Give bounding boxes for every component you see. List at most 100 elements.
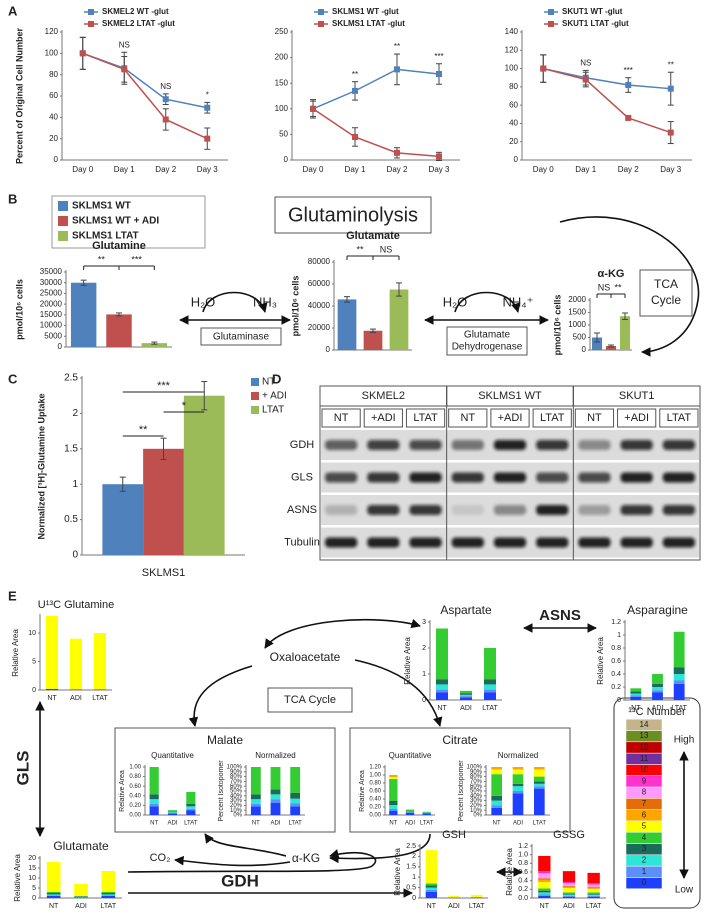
- bar-segment: [562, 895, 576, 897]
- bar-segment: [389, 805, 398, 809]
- bar-segment: [436, 628, 448, 680]
- bar-segment: [491, 795, 502, 801]
- panel-label: E: [8, 588, 17, 603]
- pathway-arrow: [174, 855, 291, 867]
- x-tick-label: Day 2: [155, 165, 176, 174]
- bar-segment: [270, 789, 281, 795]
- y-tick-label: 0.20: [369, 805, 381, 811]
- x-tick-label: Day 0: [533, 165, 554, 174]
- y-axis-label: Relative Area: [505, 848, 514, 896]
- y-tick-label: 0.2: [518, 886, 528, 893]
- blot-band: [620, 537, 653, 548]
- x-tick-label: LTAT: [288, 821, 302, 827]
- pathway-arrow: [127, 849, 377, 873]
- bar-segment: [460, 693, 472, 695]
- blot-band: [409, 440, 442, 450]
- x-tick-label: Day 3: [429, 165, 450, 174]
- y-tick-label: 40%: [230, 793, 243, 799]
- bar-segment: [673, 667, 685, 674]
- significance: NS: [119, 40, 130, 49]
- y-tick-label: 40: [49, 112, 58, 121]
- header-cell: [574, 408, 615, 428]
- legend-swatch: [251, 392, 259, 400]
- legend-label: 14: [640, 720, 649, 729]
- enzyme: Glutamate: [464, 330, 511, 341]
- bar-segment: [534, 781, 545, 784]
- y-tick-label: 15: [28, 865, 36, 872]
- bar-segment: [491, 807, 502, 815]
- bar-segment: [471, 894, 483, 898]
- x-tick-label: LTAT: [92, 695, 108, 702]
- chart-title: Glutamate: [53, 839, 109, 853]
- marker: [162, 116, 169, 123]
- blot-band: [367, 440, 400, 450]
- bar-segment: [587, 886, 600, 888]
- condition: NT: [587, 412, 602, 424]
- x-tick-label: LTAT: [184, 821, 198, 827]
- y-tick-label: 10000: [40, 321, 63, 330]
- x-tick-label: NT: [389, 821, 397, 827]
- y-tick-label: 0.5: [406, 884, 416, 891]
- bar-segment: [491, 800, 502, 806]
- panel-label: A: [8, 3, 18, 18]
- significance: NS: [580, 59, 591, 68]
- x-tick-label: Day 1: [575, 165, 596, 174]
- bar-segment: [250, 806, 261, 815]
- bar-segment: [491, 769, 502, 775]
- bar-segment: [562, 896, 576, 898]
- bar-segment: [512, 769, 524, 775]
- legend-marker: [88, 21, 94, 27]
- bar-segment: [471, 897, 483, 898]
- y-tick-label: 60: [509, 100, 518, 109]
- legend-swatch: [58, 216, 68, 226]
- y-axis-label: Percent Isotopomer: [458, 760, 465, 822]
- series-line: [82, 52, 208, 109]
- x-tick-label: LTAT: [533, 821, 547, 827]
- blot-band: [451, 537, 484, 548]
- enzyme: GLS: [13, 751, 32, 786]
- cycle-label: TCA: [654, 277, 678, 291]
- bar: [605, 346, 617, 350]
- metabolite: CO₂: [150, 852, 171, 864]
- bar-segment: [562, 885, 576, 887]
- bar-segment: [290, 803, 301, 807]
- chart-title: Aspartate: [440, 603, 492, 617]
- legend-label: SKMEL2 WT -glut: [102, 7, 169, 16]
- significance: **: [668, 60, 674, 69]
- y-tick-label: 15000: [40, 310, 63, 319]
- bar-segment: [250, 799, 261, 804]
- blot-band: [451, 472, 484, 483]
- metabolite: α-KG: [292, 851, 320, 865]
- marker: [121, 66, 128, 73]
- y-tick-label: 60: [49, 91, 58, 100]
- x-tick-label: LTAT: [671, 705, 687, 712]
- blot-band: [536, 472, 569, 483]
- y-tick-label: 20%: [230, 803, 243, 809]
- legend-marker: [548, 9, 554, 15]
- bar: [143, 448, 184, 555]
- marker: [394, 66, 400, 73]
- y-tick-label: 2.5: [406, 843, 416, 850]
- legend-label: 12: [640, 743, 649, 752]
- bar-segment: [101, 893, 116, 895]
- bar-segment: [186, 803, 196, 807]
- bar: [70, 282, 97, 347]
- y-tick-label: 0.6: [611, 658, 621, 665]
- y-tick-label: 70%: [470, 779, 483, 785]
- blot-band: [620, 472, 653, 483]
- x-tick-label: NT: [252, 821, 260, 827]
- bar-segment: [250, 803, 261, 807]
- x-tick-label: SKLMS1: [142, 567, 185, 579]
- bar-segment: [149, 794, 159, 800]
- y-tick-label: 1.5: [406, 864, 416, 871]
- y-tick-label: 2000: [568, 295, 586, 304]
- pathway-arrow: [188, 665, 253, 727]
- y-tick-label: 100: [505, 64, 519, 73]
- reactant: H₂O: [443, 294, 468, 309]
- bar-segment: [652, 683, 663, 687]
- protein: Tubulin: [284, 536, 320, 548]
- y-tick-label: 0.8: [518, 860, 528, 867]
- y-tick-label: 10%: [470, 808, 483, 814]
- legend-label: 1: [642, 867, 647, 876]
